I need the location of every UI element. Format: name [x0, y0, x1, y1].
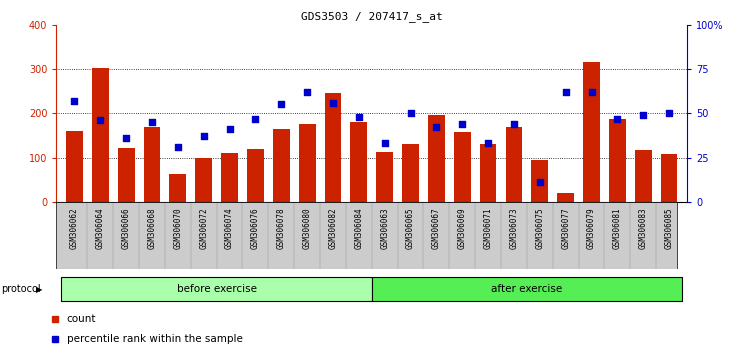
Bar	[609, 119, 626, 202]
Point	[68, 98, 80, 104]
Point	[95, 118, 107, 123]
Bar	[505, 127, 523, 202]
Text: GSM306063: GSM306063	[380, 207, 389, 249]
Text: count: count	[67, 314, 96, 325]
Bar	[247, 149, 264, 202]
Point	[120, 135, 132, 141]
Text: GSM306066: GSM306066	[122, 207, 131, 249]
Bar	[221, 153, 238, 202]
Bar	[143, 127, 161, 202]
Text: GSM306076: GSM306076	[251, 207, 260, 249]
Bar	[635, 149, 652, 202]
Point	[663, 110, 675, 116]
Text: GSM306068: GSM306068	[147, 207, 156, 249]
Text: GSM306073: GSM306073	[509, 207, 518, 249]
Bar	[170, 175, 186, 202]
Point	[405, 110, 417, 116]
Point	[276, 102, 288, 107]
Text: GSM306064: GSM306064	[96, 207, 105, 249]
FancyBboxPatch shape	[62, 278, 372, 301]
Bar	[351, 122, 367, 202]
FancyBboxPatch shape	[372, 278, 682, 301]
Point	[586, 89, 598, 95]
Text: before exercise: before exercise	[176, 284, 257, 294]
Point	[508, 121, 520, 127]
Text: GSM306075: GSM306075	[535, 207, 544, 249]
Bar	[324, 93, 342, 202]
Text: GSM306070: GSM306070	[173, 207, 182, 249]
Text: GSM306085: GSM306085	[665, 207, 674, 249]
Text: GDS3503 / 207417_s_at: GDS3503 / 207417_s_at	[301, 11, 442, 22]
Text: percentile rank within the sample: percentile rank within the sample	[67, 333, 243, 344]
Point	[456, 121, 468, 127]
Point	[482, 141, 494, 146]
Bar	[661, 154, 677, 202]
Bar	[118, 148, 134, 202]
Bar	[299, 124, 315, 202]
Text: after exercise: after exercise	[491, 284, 562, 294]
Bar	[376, 152, 393, 202]
Bar	[557, 193, 574, 202]
Point	[249, 116, 261, 121]
Bar	[532, 160, 548, 202]
Text: GSM306078: GSM306078	[277, 207, 286, 249]
Bar	[195, 158, 212, 202]
Bar	[454, 132, 471, 202]
Bar	[92, 68, 109, 202]
Text: protocol: protocol	[2, 284, 41, 295]
Point	[198, 133, 210, 139]
Point	[172, 144, 184, 150]
Text: GSM306080: GSM306080	[303, 207, 312, 249]
Bar	[66, 131, 83, 202]
Bar	[273, 129, 290, 202]
Point	[430, 125, 442, 130]
Text: GSM306062: GSM306062	[70, 207, 79, 249]
Point	[637, 112, 649, 118]
Text: GSM306069: GSM306069	[457, 207, 466, 249]
Text: GSM306081: GSM306081	[613, 207, 622, 249]
Bar	[480, 144, 496, 202]
Text: GSM306074: GSM306074	[225, 207, 234, 249]
Text: GSM306072: GSM306072	[199, 207, 208, 249]
Text: GSM306065: GSM306065	[406, 207, 415, 249]
Text: GSM306082: GSM306082	[328, 207, 337, 249]
Point	[327, 100, 339, 105]
Point	[353, 114, 365, 120]
Text: GSM306067: GSM306067	[432, 207, 441, 249]
Text: ▶: ▶	[36, 285, 42, 294]
Point	[379, 141, 391, 146]
Bar	[583, 62, 600, 202]
Point	[559, 89, 572, 95]
Bar	[428, 115, 445, 202]
Point	[146, 119, 158, 125]
Point	[611, 116, 623, 121]
Text: GSM306079: GSM306079	[587, 207, 596, 249]
Point	[224, 126, 236, 132]
Text: GSM306083: GSM306083	[638, 207, 647, 249]
Bar	[402, 144, 419, 202]
Text: GSM306077: GSM306077	[561, 207, 570, 249]
Text: GSM306084: GSM306084	[354, 207, 363, 249]
Point	[534, 179, 546, 185]
Text: GSM306071: GSM306071	[484, 207, 493, 249]
Point	[301, 89, 313, 95]
